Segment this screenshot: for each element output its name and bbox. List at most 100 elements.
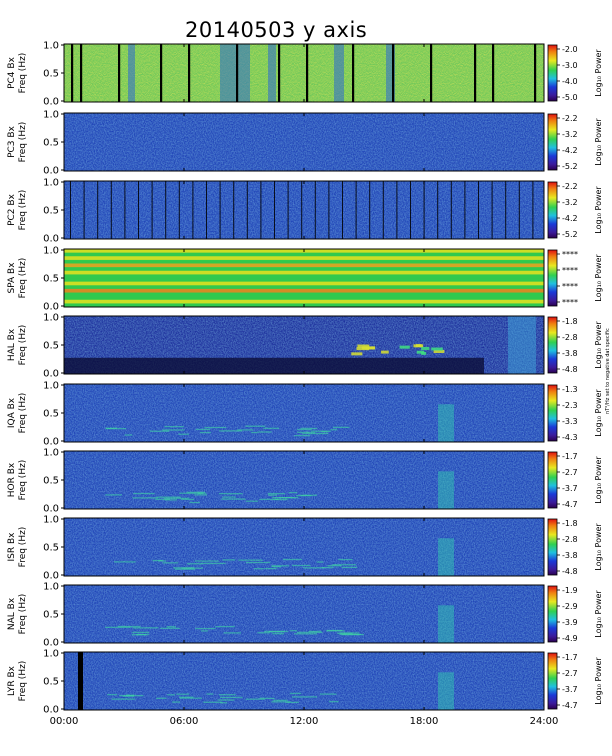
- panel-pc4: 0.0 0.5 1.0 PC4 Bx Freq (Hz) -2.0 -3.0 -4.0 -5.0…: [7, 41, 603, 108]
- y-tick-label: 1.0: [43, 381, 59, 392]
- colorbar: [547, 249, 558, 307]
- colorbar-label: Log₁₀ Power: [594, 186, 603, 234]
- colorbar-tick-label: -4.3: [562, 433, 578, 442]
- colorbar-tick-label: -4.8: [562, 365, 578, 374]
- colorbar-tick-label: -1.3: [562, 385, 578, 394]
- y-axis-label-station: SPA Bx: [7, 262, 17, 294]
- y-tick-label: 0.5: [43, 341, 59, 352]
- y-tick-label: 0.0: [43, 571, 59, 582]
- colorbar-label: Log₁₀ Power: [594, 456, 603, 504]
- colorbar-tick-label: -3.2: [562, 198, 578, 207]
- figure-title: 20140503 y axis: [185, 18, 368, 42]
- y-tick-label: 0.5: [43, 206, 59, 217]
- colorbar-tick-label: -1.9: [562, 586, 578, 595]
- y-axis-label-freq: Freq (Hz): [18, 325, 28, 366]
- colorbar-tick-label: -2.7: [562, 669, 578, 678]
- colorbar: [547, 585, 558, 643]
- colorbar: [547, 652, 558, 710]
- colorbar-tick-label: -1.8: [562, 317, 578, 326]
- y-tick-label: 0.0: [43, 705, 59, 716]
- x-tick-label: 12:00: [290, 716, 319, 727]
- y-tick-label: 1.0: [43, 582, 59, 593]
- y-tick-label: 0.5: [43, 476, 59, 487]
- panel-spa: 0.0 0.5 1.0 SPA Bx Freq (Hz) **** **** **** ****…: [7, 246, 603, 313]
- y-tick-label: 0.5: [43, 138, 59, 149]
- y-axis-label-freq: Freq (Hz): [18, 258, 28, 299]
- y-tick-label: 1.0: [43, 515, 59, 526]
- colorbar-label: Log₁₀ Power: [594, 254, 603, 302]
- colorbar-label: Log₁₀ Power: [594, 523, 603, 571]
- colorbar-tick-label: ****: [562, 266, 578, 275]
- y-tick-label: 0.5: [43, 610, 59, 621]
- colorbar-tick-label: -4.9: [562, 634, 578, 643]
- y-tick-label: 0.0: [43, 504, 59, 515]
- x-tick-label: 18:00: [410, 716, 439, 727]
- colorbar-tick-label: -1.7: [562, 452, 578, 461]
- colorbar-label: Log₁₀ Power: [594, 49, 603, 97]
- panel-nal: 0.0 0.5 1.0 NAL Bx Freq (Hz) -1.9 -2.9 -3.9 -4.9…: [7, 582, 603, 649]
- y-tick-label: 1.0: [43, 110, 59, 121]
- y-tick-label: 1.0: [43, 178, 59, 189]
- y-tick-label: 0.5: [43, 274, 59, 285]
- y-tick-label: 0.0: [43, 166, 59, 177]
- x-tick-label: 24:00: [530, 716, 559, 727]
- y-axis-label-freq: Freq (Hz): [18, 661, 28, 702]
- colorbar: [547, 44, 558, 102]
- colorbar-tick-label: ****: [562, 250, 578, 259]
- panel-lyr: 0.0 0.5 1.0 LYR Bx Freq (Hz) -1.7 -2.7 -3.7 -4.7…: [7, 649, 603, 716]
- colorbar-tick-label: -2.8: [562, 535, 578, 544]
- y-tick-label: 0.0: [43, 369, 59, 380]
- y-tick-label: 0.5: [43, 409, 59, 420]
- y-tick-label: 0.0: [43, 234, 59, 245]
- colorbar-tick-label: -2.9: [562, 602, 578, 611]
- colorbar-label: Log₁₀ Power: [594, 389, 603, 437]
- colorbar-tick-label: -3.7: [562, 685, 578, 694]
- y-tick-label: 0.0: [43, 97, 59, 108]
- colorbar-tick-label: -3.7: [562, 484, 578, 493]
- y-tick-label: 1.0: [43, 448, 59, 459]
- colorbar: [547, 518, 558, 576]
- colorbar-tick-label: -4.2: [562, 214, 578, 223]
- colorbar-tick-label: -4.7: [562, 500, 578, 509]
- colorbar-tick-label: ****: [562, 298, 578, 307]
- y-axis-label-freq: Freq (Hz): [18, 122, 28, 163]
- colorbar-tick-label: -1.8: [562, 519, 578, 528]
- y-tick-label: 0.0: [43, 302, 59, 313]
- colorbar-tick-label: -4.0: [562, 77, 578, 86]
- y-axis-label-station: HAL Bx: [7, 328, 17, 361]
- x-tick-label: 00:00: [50, 716, 79, 727]
- y-axis-label-station: LYR Bx: [7, 665, 17, 696]
- colorbar-tick-label: -2.0: [562, 45, 578, 54]
- colorbar-tick-label: -2.2: [562, 114, 578, 123]
- y-axis-label-station: PC3 Bx: [7, 125, 17, 157]
- y-axis-label-station: PC2 Bx: [7, 193, 17, 225]
- x-tick-label: 06:00: [170, 716, 199, 727]
- panel-hal: 0.0 0.5 1.0 HAL Bx Freq (Hz) -1.8 -2.8 -3.8 -4.8…: [7, 313, 611, 414]
- y-tick-label: 0.5: [43, 677, 59, 688]
- y-axis-label-freq: Freq (Hz): [18, 393, 28, 434]
- y-tick-label: 1.0: [43, 313, 59, 324]
- colorbar: [547, 181, 558, 239]
- colorbar-tick-label: -3.9: [562, 618, 578, 627]
- colorbar-label: Log₁₀ Power: [594, 657, 603, 705]
- y-axis-label-freq: Freq (Hz): [18, 190, 28, 231]
- colorbar-tick-label: -2.7: [562, 468, 578, 477]
- colorbar-tick-label: -3.8: [562, 349, 578, 358]
- colorbar: [547, 384, 558, 442]
- colorbar-tick-label: -2.8: [562, 333, 578, 342]
- y-tick-label: 0.0: [43, 638, 59, 649]
- colorbar: [547, 316, 558, 374]
- colorbar-tick-label: -3.0: [562, 61, 578, 70]
- colorbar-label: Log₁₀ Power: [594, 590, 603, 638]
- y-axis-label-station: ISR Bx: [7, 532, 17, 562]
- colorbar-label: Log₁₀ Power: [594, 321, 603, 369]
- y-tick-label: 0.0: [43, 437, 59, 448]
- y-axis-label-station: HOR Bx: [7, 462, 17, 497]
- colorbar-tick-label: -2.2: [562, 182, 578, 191]
- colorbar-label: Log₁₀ Power: [594, 118, 603, 166]
- y-tick-label: 1.0: [43, 41, 59, 52]
- colorbar: [547, 113, 558, 171]
- colorbar-tick-label: -4.2: [562, 146, 578, 155]
- y-tick-label: 1.0: [43, 246, 59, 257]
- y-axis-label-freq: Freq (Hz): [18, 594, 28, 635]
